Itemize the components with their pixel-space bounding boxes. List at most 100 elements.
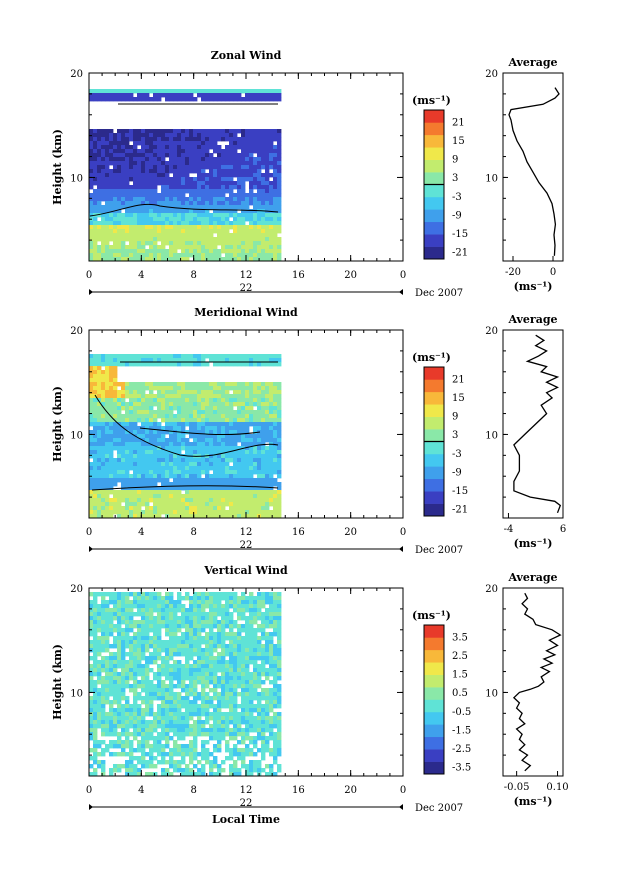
- heatmap-cell: [193, 434, 198, 439]
- heatmap-cell: [101, 402, 106, 407]
- heatmap-cell: [273, 398, 278, 403]
- heatmap-cell: [213, 600, 218, 605]
- heatmap-cell: [121, 205, 126, 210]
- heatmap-cell: [117, 185, 122, 190]
- heatmap-cell: [117, 173, 122, 178]
- heatmap-cell: [229, 632, 234, 637]
- heatmap-cell: [97, 410, 102, 415]
- heatmap-cell: [193, 169, 198, 174]
- heatmap-cell: [193, 225, 198, 230]
- heatmap-cell: [197, 648, 202, 653]
- heatmap-cell: [225, 636, 230, 641]
- heatmap-cell: [209, 474, 214, 479]
- heatmap-cell: [265, 390, 270, 395]
- heatmap-cell: [197, 680, 202, 685]
- heatmap-cell: [137, 482, 142, 487]
- heatmap-cell: [109, 438, 114, 443]
- heatmap-cell: [237, 165, 242, 170]
- heatmap-cell: [137, 442, 142, 447]
- heatmap-cell: [193, 612, 198, 617]
- heatmap-cell: [109, 374, 114, 379]
- heatmap-cell: [277, 201, 282, 206]
- heatmap-cell: [173, 205, 178, 210]
- heatmap-cell: [209, 354, 214, 359]
- heatmap-cell: [189, 153, 194, 158]
- heatmap-cell: [237, 600, 242, 605]
- heatmap-cell: [177, 390, 182, 395]
- heatmap-cell: [157, 636, 162, 641]
- heatmap-cell: [117, 592, 122, 597]
- heatmap-cell: [229, 660, 234, 665]
- heatmap-cell: [101, 221, 106, 226]
- heatmap-cell: [205, 354, 210, 359]
- heatmap-cell: [157, 221, 162, 226]
- heatmap-cell: [265, 165, 270, 170]
- heatmap-cell: [113, 193, 118, 198]
- heatmap-cell: [237, 221, 242, 226]
- heatmap-cell: [161, 386, 166, 391]
- heatmap-cell: [129, 676, 134, 681]
- heatmap-cell: [105, 153, 110, 158]
- heatmap-cell: [277, 173, 282, 178]
- heatmap-cell: [197, 494, 202, 499]
- heatmap-cell: [273, 672, 278, 677]
- heatmap-cell: [121, 462, 126, 467]
- heatmap-cell: [93, 684, 98, 689]
- heatmap-cell: [157, 652, 162, 657]
- heatmap-cell: [269, 422, 274, 427]
- heatmap-cell: [109, 394, 114, 399]
- heatmap-cell: [169, 406, 174, 411]
- heatmap-cell: [277, 249, 282, 254]
- heatmap-cell: [137, 157, 142, 162]
- heatmap-cell: [277, 502, 282, 507]
- heatmap-cell: [273, 466, 278, 471]
- heatmap-cell: [189, 161, 194, 166]
- heatmap-cell: [153, 362, 158, 367]
- heatmap-cell: [145, 141, 150, 146]
- heatmap-cell: [221, 644, 226, 649]
- heatmap-cell: [277, 386, 282, 391]
- heatmap-cell: [197, 245, 202, 250]
- heatmap-cell: [237, 426, 242, 431]
- heatmap-cell: [121, 394, 126, 399]
- heatmap-cell: [277, 418, 282, 423]
- heatmap-cell: [273, 506, 278, 511]
- heatmap-cell: [261, 656, 266, 661]
- heatmap-cell: [157, 604, 162, 609]
- heatmap-cell: [145, 193, 150, 198]
- heatmap-cell: [229, 506, 234, 511]
- heatmap-cell: [245, 680, 250, 685]
- heatmap-cell: [277, 704, 282, 709]
- heatmap-cell: [225, 644, 230, 649]
- heatmap-cell: [169, 502, 174, 507]
- heatmap-cell: [257, 89, 262, 94]
- heatmap-cell: [193, 390, 198, 395]
- heatmap-cell: [265, 221, 270, 226]
- heatmap-cell: [141, 97, 146, 102]
- heatmap-cell: [201, 664, 206, 669]
- heatmap-cell: [249, 221, 254, 226]
- heatmap-cell: [205, 636, 210, 641]
- heatmap-cell: [217, 358, 222, 363]
- heatmap-cell: [193, 217, 198, 222]
- heatmap-cell: [237, 636, 242, 641]
- heatmap-cell: [221, 153, 226, 158]
- heatmap-cell: [201, 680, 206, 685]
- heatmap-cell: [89, 704, 94, 709]
- heatmap-cell: [109, 89, 114, 94]
- heatmap-cell: [229, 358, 234, 363]
- heatmap-cell: [217, 454, 222, 459]
- heatmap-cell: [89, 157, 94, 162]
- y-tick-label: 20: [70, 326, 83, 337]
- heatmap-cell: [169, 696, 174, 701]
- heatmap-cell: [249, 434, 254, 439]
- heatmap-cell: [269, 430, 274, 435]
- heatmap-cell: [113, 696, 118, 701]
- heatmap-cell: [125, 153, 130, 158]
- heatmap-cell: [169, 209, 174, 214]
- heatmap-cell: [153, 434, 158, 439]
- chart-title: Zonal Wind: [211, 49, 282, 62]
- heatmap-cell: [197, 402, 202, 407]
- heatmap-cell: [165, 466, 170, 471]
- heatmap-cell: [169, 462, 174, 467]
